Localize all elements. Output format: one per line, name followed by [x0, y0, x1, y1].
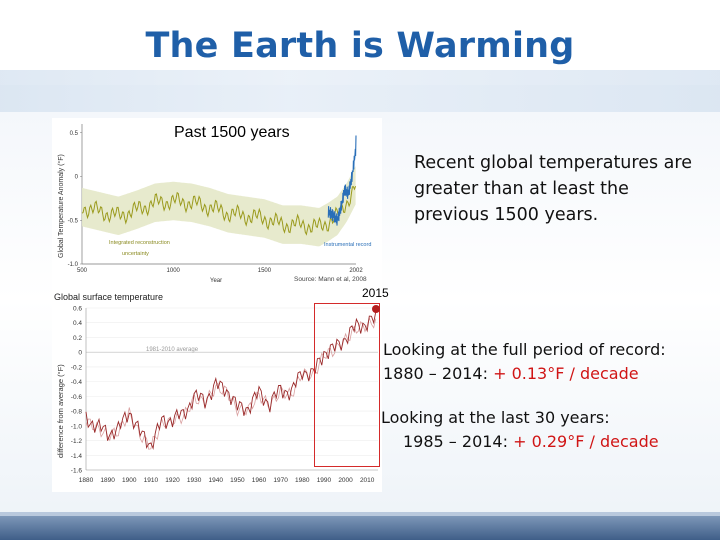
surface-xtick-label: 1880 — [79, 477, 94, 484]
surface-ytick-label: -0.8 — [71, 409, 83, 416]
title-band — [0, 70, 720, 112]
paleo-chart-svg: Global Temperature Anomaly (°F) 0.5 0 -0.5… — [57, 124, 371, 284]
full-period-block: Looking at the full period of record: 18… — [383, 338, 666, 386]
surface-xtick-label: 1890 — [100, 477, 115, 484]
past-1500-label: Past 1500 years — [174, 124, 290, 141]
source-credit: Source: Mann et al, 2008 — [294, 276, 367, 283]
surface-xtick-label: 1950 — [230, 477, 245, 484]
full-period-rate: + 0.13°F / decade — [493, 364, 639, 383]
full-period-line: 1880 – 2014: + 0.13°F / decade — [383, 362, 666, 386]
last30-heading: Looking at the last 30 years: — [381, 408, 610, 427]
surface-xtick-label: 2010 — [360, 477, 375, 484]
marker-2015-dot — [372, 305, 380, 313]
paleo-ytick-label: 0.5 — [70, 131, 79, 137]
legend-uncertainty: uncertainty — [122, 251, 149, 257]
surface-temp-chart: Global surface temperature difference fr… — [52, 288, 382, 492]
paleo-ytick-label: -1.0 — [68, 262, 79, 268]
surface-temp-svg: Global surface temperature difference fr… — [54, 292, 378, 484]
statement-text: Recent global temperatures are greater t… — [414, 153, 692, 225]
surface-xtick-label: 1990 — [317, 477, 332, 484]
instrumental-line — [327, 135, 357, 226]
last30-line: 1985 – 2014: + 0.29°F / decade — [381, 430, 659, 454]
average-annotation: 1981-2010 average — [146, 347, 199, 353]
surface-ytick-label: 0.2 — [73, 335, 82, 342]
surface-ytick-label: 0.4 — [73, 320, 82, 327]
surface-xtick-label: 2000 — [338, 477, 353, 484]
surface-xtick-label: 1960 — [252, 477, 267, 484]
full-period-range: 1880 – 2014: — [383, 364, 488, 383]
last30-rate: + 0.29°F / decade — [513, 432, 659, 451]
paleo-xtick-label: 2002 — [349, 268, 363, 274]
surface-ylabel: difference from average (°F) — [56, 364, 65, 458]
legend-reconstruction: Integrated reconstruction — [109, 240, 170, 246]
last30-range: 1985 – 2014: — [403, 432, 508, 451]
paleo-xtick-label: 1000 — [167, 268, 181, 274]
paleo-ylabel: Global Temperature Anomaly (°F) — [57, 154, 65, 258]
surface-xtick-label: 1940 — [209, 477, 224, 484]
slide-title: The Earth is Warming — [145, 26, 575, 66]
surface-ytick-label: -1.2 — [71, 438, 83, 445]
surface-xtick-label: 1970 — [273, 477, 288, 484]
paleo-xlabel: Year — [210, 278, 222, 284]
paleo-xtick-label: 1500 — [258, 268, 272, 274]
paleo-chart: Global Temperature Anomaly (°F) 0.5 0 -0.5… — [52, 118, 382, 288]
paleo-xtick-label: 500 — [77, 268, 88, 274]
marker-2015-label: 2015 — [362, 286, 389, 300]
recent-30-years-box — [314, 303, 380, 467]
surface-axes: 0.6 0.4 0.2 0 -0.2 -0.4 -0.6 -0.8 -1.0 -1.2 -1.4 -1… — [71, 306, 378, 484]
paleo-ytick-label: 0 — [75, 175, 79, 181]
legend-instrumental: Instrumental record — [324, 242, 371, 248]
surface-ytick-label: -1.4 — [71, 453, 83, 460]
surface-ytick-label: -0.2 — [71, 364, 83, 371]
surface-xtick-label: 1980 — [295, 477, 310, 484]
surface-xtick-label: 1930 — [187, 477, 202, 484]
surface-ytick-label: -1.6 — [71, 468, 83, 475]
surface-ytick-label: -1.0 — [71, 423, 83, 430]
surface-ytick-label: 0.6 — [73, 306, 82, 313]
reconstruction-line — [81, 186, 357, 236]
footer-bar — [0, 516, 720, 540]
surface-xtick-label: 1900 — [122, 477, 137, 484]
uncertainty-band — [82, 166, 356, 247]
surface-temp-title: Global surface temperature — [54, 292, 163, 302]
surface-xtick-label: 1920 — [165, 477, 180, 484]
surface-ytick-label: -0.6 — [71, 394, 83, 401]
paleo-ytick-label: -0.5 — [68, 218, 79, 224]
surface-xtick-label: 1910 — [144, 477, 159, 484]
full-period-heading: Looking at the full period of record: — [383, 340, 666, 359]
surface-ytick-label: 0 — [78, 350, 82, 357]
surface-ytick-label: -0.4 — [71, 379, 83, 386]
surface-temp-line — [85, 311, 377, 450]
last30-block: Looking at the last 30 years: 1985 – 201… — [381, 406, 659, 454]
footer-stripe — [0, 512, 720, 516]
